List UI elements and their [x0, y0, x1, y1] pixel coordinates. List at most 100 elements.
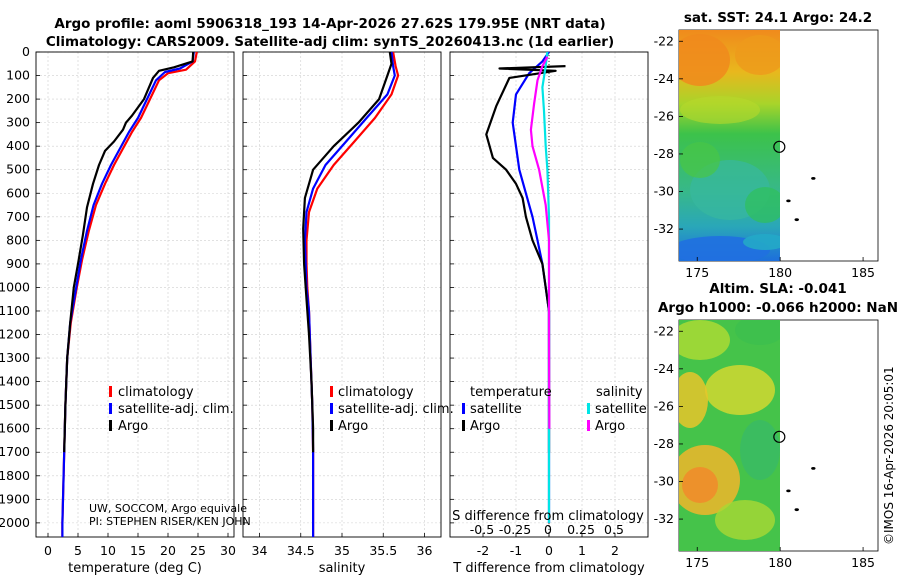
series-line [302, 51, 393, 453]
map-y-tick-label: -32 [654, 221, 674, 236]
island [794, 508, 799, 512]
x-tick-label: 35.5 [369, 543, 397, 558]
series-line [529, 56, 551, 429]
legend2-climatology: climatology [338, 385, 414, 400]
legend3-t-argo: Argo [470, 419, 500, 434]
sla-map-islands [786, 466, 816, 512]
depth-tick-label: 1500 [0, 397, 30, 412]
depth-tick-label: 0 [22, 44, 30, 59]
series-line [485, 65, 566, 453]
x-tick-label: 15 [130, 543, 146, 558]
series-line [61, 51, 195, 537]
legend2-satellite: satellite-adj. clim. [338, 402, 454, 417]
x-axis-label: T difference from climatology [452, 561, 645, 576]
legend-satellite-swatch [109, 403, 112, 414]
pi-line-2: PI: STEPHEN RISER/KEN JOHN [89, 515, 251, 528]
title-line-2: Climatology: CARS2009. Satellite-adj cli… [46, 34, 614, 50]
x-tick-label: 35 [334, 543, 350, 558]
depth-tick-label: 500 [6, 162, 30, 177]
map-y-tick-label: -32 [654, 511, 674, 526]
depth-tick-label: 1300 [0, 350, 30, 365]
legend3-s-satellite: satellite [595, 402, 647, 417]
legend2-argo: Argo [338, 419, 368, 434]
sla-map: Altim. SLA: -0.041 Argo h1000: -0.066 h2… [654, 281, 898, 570]
series-line [63, 51, 195, 453]
x-tick-label: 30 [220, 543, 236, 558]
sla-map-axes: 175 180 185 -22 -24 -26 -28 -30 -32 [654, 323, 875, 570]
island [794, 218, 799, 222]
map-y-tick-label: -28 [654, 436, 674, 451]
legend3-salinity-heading: salinity [596, 385, 643, 400]
legend3-temperature-heading: temperature [470, 385, 552, 400]
map-x-tick-label: 185 [851, 555, 875, 570]
legend-argo: Argo [118, 419, 148, 434]
depth-tick-label: 900 [6, 256, 30, 271]
legend3-t-satellite-swatch [462, 403, 465, 414]
legend-argo-swatch [109, 420, 112, 431]
map-y-tick-label: -26 [654, 108, 674, 123]
s-diff-tick-label: 0 [544, 522, 552, 537]
x-tick-label: -2 [477, 543, 489, 558]
map-x-tick-label: 180 [768, 265, 792, 280]
x-tick-label: 0 [545, 543, 553, 558]
x-tick-label: 36 [417, 543, 433, 558]
depth-tick-label: 100 [6, 68, 30, 83]
depth-tick-label: 300 [6, 115, 30, 130]
map-y-tick-label: -22 [654, 323, 674, 338]
legend2-satellite-swatch [330, 403, 333, 414]
depth-tick-label: 1600 [0, 421, 30, 436]
depth-tick-label: 700 [6, 209, 30, 224]
map-y-tick-label: -26 [654, 398, 674, 413]
island [786, 489, 791, 493]
depth-tick-label: 1400 [0, 374, 30, 389]
depth-tick-label: 1100 [0, 303, 30, 318]
depth-tick-label: 1900 [0, 491, 30, 506]
map-x-tick-label: 175 [685, 265, 709, 280]
s-diff-axis-label: S difference from climatology [452, 509, 644, 524]
difference-panel: -2 -1 0 1 2 T difference from climatology [449, 51, 649, 576]
x-tick-label: 25 [190, 543, 206, 558]
depth-tick-label: 1200 [0, 327, 30, 342]
pi-info: UW, SOCCOM, Argo equivale PI: STEPHEN RI… [89, 502, 251, 528]
legend-difference-panel: temperature salinity satellite Argo sate… [462, 385, 647, 434]
sst-map-argo-marker [773, 140, 786, 153]
sst-map: sat. SST: 24.1 Argo: 24.2 175 180 185 -22 -2… [654, 10, 879, 280]
sla-map-argo-marker [773, 430, 786, 443]
map-x-tick-label: 175 [685, 555, 709, 570]
depth-tick-label: 2000 [0, 515, 30, 530]
legend-temperature-panel: climatology satellite-adj. clim. Argo [109, 385, 234, 434]
map-x-tick-label: 180 [768, 555, 792, 570]
map-y-tick-label: -30 [654, 184, 674, 199]
legend2-climatology-swatch [330, 386, 333, 397]
map-y-tick-label: -24 [654, 361, 674, 376]
depth-tick-label: 400 [6, 138, 30, 153]
s-diff-tick-label: -0.25 [499, 522, 531, 537]
depth-tick-label: 1800 [0, 468, 30, 483]
x-axis-label: salinity [319, 561, 366, 576]
legend2-argo-swatch [330, 420, 333, 431]
series-line [303, 51, 396, 537]
x-axis-label: temperature (deg C) [68, 561, 202, 576]
sst-map-axes: 175 180 185 -22 -24 -26 -28 -30 -32 [654, 33, 875, 280]
map-y-tick-label: -28 [654, 146, 674, 161]
x-tick-label: 10 [100, 543, 116, 558]
x-tick-label: 2 [611, 543, 619, 558]
panel-frame [35, 51, 235, 538]
depth-tick-label: 200 [6, 91, 30, 106]
legend3-t-satellite: satellite [470, 402, 522, 417]
sst-map-islands [786, 176, 816, 222]
x-tick-label: 0 [44, 543, 52, 558]
legend-climatology: climatology [118, 385, 194, 400]
legend3-s-argo: Argo [595, 419, 625, 434]
sst-map-title: sat. SST: 24.1 Argo: 24.2 [684, 10, 872, 26]
s-diff-tick-label: 0.25 [567, 522, 595, 537]
pi-line-1: UW, SOCCOM, Argo equivale [89, 502, 247, 515]
legend3-s-satellite-swatch [587, 403, 590, 414]
x-tick-label: 5 [74, 543, 82, 558]
sla-map-title-1: Altim. SLA: -0.041 [709, 281, 846, 297]
island [811, 466, 816, 470]
s-diff-axis: -0.5 -0.25 0 0.25 0.5 [470, 522, 624, 537]
depth-axis: 0 100 200 300 400 500 600 700 800 900 1000 1100 1200… [0, 44, 454, 530]
depth-tick-label: 800 [6, 232, 30, 247]
